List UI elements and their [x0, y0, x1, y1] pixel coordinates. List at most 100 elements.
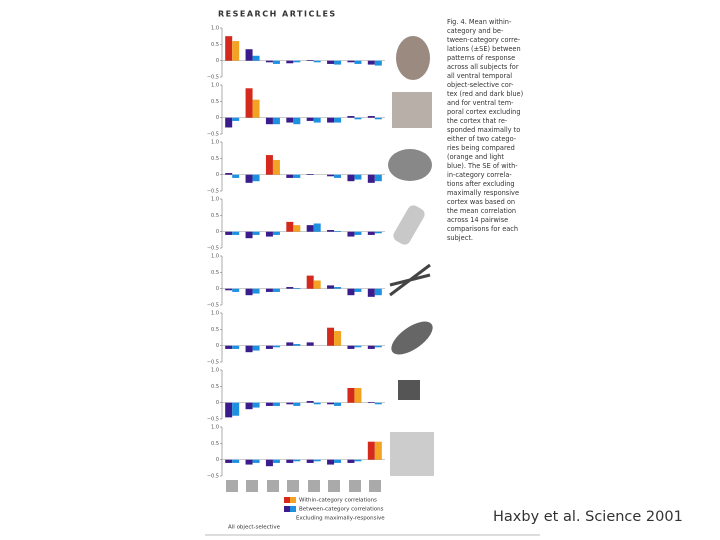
bar [327, 174, 335, 177]
caption-line: lations (±SE) between [447, 45, 521, 53]
bar [272, 288, 280, 292]
bar [347, 116, 355, 118]
bar [245, 49, 253, 61]
bar [245, 174, 253, 183]
bar [293, 344, 301, 346]
scrambled-image [390, 432, 434, 476]
bar [306, 117, 314, 121]
caption-line: the mean correlation [447, 207, 516, 215]
y-tick-label: 0 [216, 343, 219, 349]
y-tick-label: −0.5 [207, 246, 219, 252]
bar [347, 60, 355, 63]
y-tick-label: 1.0 [211, 197, 219, 203]
y-tick-label: 1.0 [211, 311, 219, 317]
bar [245, 288, 253, 296]
bar [306, 225, 314, 232]
caption-line: sponded maximally to [447, 126, 520, 134]
caption-line: and for ventral tem- [447, 99, 514, 107]
thumb [287, 480, 299, 492]
caption-line: (orange and light [447, 153, 504, 161]
bar [232, 402, 240, 416]
bar [347, 288, 355, 296]
y-tick-label: 0.5 [211, 327, 219, 333]
bar [367, 441, 375, 460]
bar [347, 345, 355, 349]
caption-line: patterns of response [447, 54, 515, 62]
y-tick-label: 0.5 [211, 42, 219, 48]
bar [232, 459, 240, 463]
bar [347, 231, 355, 237]
bar [334, 231, 342, 232]
bar [265, 155, 273, 175]
bar [313, 223, 321, 232]
thumb [369, 480, 381, 492]
legend-within: Within-category correlations [299, 498, 377, 504]
y-tick-label: 0 [216, 58, 219, 64]
caption-line: maximally responsive [447, 189, 519, 197]
credit: Haxby et al. Science 2001 [493, 509, 683, 525]
bar [306, 401, 314, 403]
bar [232, 345, 240, 349]
bar [232, 41, 240, 61]
header: RESEARCH ARTICLES [218, 10, 337, 19]
bar [265, 402, 273, 406]
y-tick-label: 0.5 [211, 270, 219, 276]
bar [225, 117, 233, 128]
bar [232, 231, 240, 235]
bar [265, 288, 273, 292]
bar [245, 402, 253, 410]
bar [354, 387, 362, 403]
bar [272, 117, 280, 125]
bar [367, 345, 375, 349]
legend-between: Between-category correlations [299, 507, 384, 513]
bar [334, 174, 342, 178]
bar [272, 159, 280, 175]
caption-line: cortex was based on [447, 198, 515, 206]
caption-line: tween-category corre- [447, 36, 521, 44]
bar [286, 402, 294, 405]
bar [354, 117, 362, 120]
bar [225, 36, 233, 61]
images [388, 36, 434, 476]
bar [327, 327, 335, 346]
bar [293, 288, 301, 289]
caption-line: in-category correla- [447, 171, 512, 179]
caption-line: either of two catego- [447, 135, 517, 143]
bar [293, 459, 301, 462]
thumb [308, 480, 320, 492]
bar [327, 117, 335, 123]
thumb [328, 480, 340, 492]
bar [252, 402, 260, 408]
bar [286, 117, 294, 123]
bar [334, 459, 342, 463]
bar [225, 173, 233, 175]
y-tick-label: −0.5 [207, 417, 219, 423]
bar [225, 345, 233, 349]
bar [286, 459, 294, 463]
y-tick-label: 1.0 [211, 254, 219, 260]
bar [286, 342, 294, 346]
y-tick-label: 0.5 [211, 441, 219, 447]
y-tick-label: −0.5 [207, 189, 219, 195]
bar [306, 174, 314, 175]
y-tick-label: 0 [216, 457, 219, 463]
y-tick-label: 1.0 [211, 425, 219, 431]
y-tick-label: 1.0 [211, 26, 219, 32]
bar [245, 345, 253, 353]
y-tick-label: 0 [216, 229, 219, 235]
bottle-image [393, 205, 425, 245]
bar [313, 459, 321, 462]
bar [327, 230, 335, 232]
legend: Within-category correlations Between-cat… [228, 497, 385, 531]
caption-line: tions after excluding [447, 180, 515, 188]
house-image [392, 92, 432, 128]
bar [313, 280, 321, 289]
bar [245, 459, 253, 465]
bar [252, 174, 260, 182]
swatch [284, 497, 290, 503]
bar [232, 174, 240, 178]
y-tick-label: 0.5 [211, 213, 219, 219]
caption-line: across all subjects for [447, 63, 519, 71]
bar [354, 288, 362, 292]
shoe-image [391, 321, 433, 355]
